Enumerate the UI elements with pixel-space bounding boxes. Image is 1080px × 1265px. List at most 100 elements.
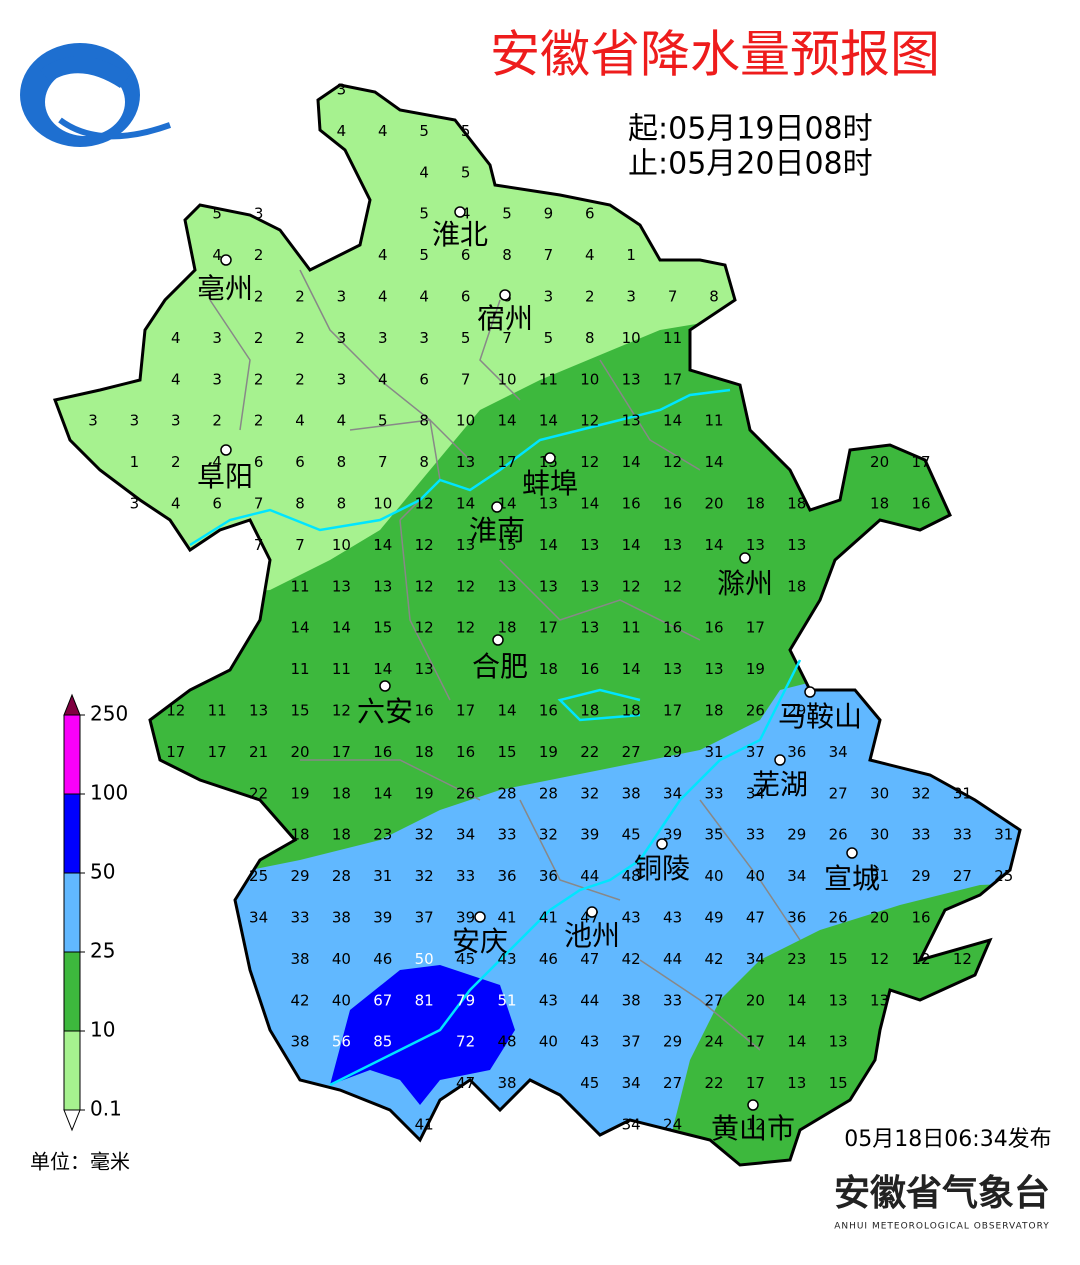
grid-value: 2: [295, 288, 305, 306]
grid-value: 34: [622, 1116, 641, 1134]
grid-value: 12: [580, 453, 599, 471]
city-name: 池州: [564, 919, 620, 952]
grid-value: 15: [497, 743, 516, 761]
grid-value: 15: [290, 702, 309, 720]
city-dot: [846, 847, 858, 859]
grid-value: 15: [829, 1074, 848, 1092]
logo: [20, 43, 172, 147]
grid-value: 10: [622, 329, 641, 347]
grid-value: 56: [332, 1033, 351, 1051]
grid-value: 44: [580, 991, 599, 1009]
grid-value: 5: [419, 122, 429, 140]
grid-value: 13: [332, 577, 351, 595]
grid-value: 43: [580, 1033, 599, 1051]
grid-value: 48: [497, 1033, 516, 1051]
grid-value: 2: [585, 288, 595, 306]
city-dot: [454, 206, 466, 218]
grid-value: 51: [497, 991, 516, 1009]
grid-value: 7: [502, 329, 512, 347]
grid-value: 33: [497, 826, 516, 844]
grid-value: 11: [663, 329, 682, 347]
grid-value: 4: [585, 246, 595, 264]
grid-value: 4: [419, 288, 429, 306]
grid-value: 36: [787, 909, 806, 927]
grid-value: 30: [870, 826, 889, 844]
grid-value: 12: [415, 619, 434, 637]
grid-value: 11: [332, 660, 351, 678]
grid-value: 13: [829, 1033, 848, 1051]
grid-value: 14: [622, 660, 641, 678]
grid-value: 46: [539, 950, 558, 968]
grid-value: 33: [746, 826, 765, 844]
grid-value: 3: [419, 329, 429, 347]
grid-value: 14: [580, 495, 599, 513]
city-name: 合肥: [472, 650, 528, 683]
grid-value: 17: [911, 453, 930, 471]
grid-value: 7: [544, 246, 554, 264]
grid-value: 17: [746, 619, 765, 637]
grid-value: 8: [419, 412, 429, 430]
grid-value: 43: [663, 909, 682, 927]
grid-value: 36: [787, 743, 806, 761]
county-line: [209, 269, 801, 1051]
grid-value: 27: [704, 991, 723, 1009]
grid-value: 5: [461, 122, 471, 140]
grid-value: 14: [290, 619, 309, 637]
grid-value: 31: [994, 826, 1013, 844]
grid-value: 14: [622, 453, 641, 471]
grid-value: 37: [746, 743, 765, 761]
grid-value: 8: [585, 329, 595, 347]
grid-value: 14: [787, 991, 806, 1009]
grid-value: 2: [254, 288, 264, 306]
grid-value: 20: [870, 909, 889, 927]
grid-value: 28: [497, 784, 516, 802]
grid-value: 16: [704, 619, 723, 637]
grid-value: 8: [502, 246, 512, 264]
grid-values: 3445545535459642456874122344683237843223…: [88, 81, 1013, 1134]
grid-value: 12: [746, 1116, 765, 1134]
grid-value: 15: [373, 619, 392, 637]
grid-value: 22: [704, 1074, 723, 1092]
grid-value: 16: [622, 495, 641, 513]
grid-value: 14: [373, 660, 392, 678]
grid-value: 11: [290, 660, 309, 678]
grid-value: 8: [337, 453, 347, 471]
grid-value: 17: [208, 743, 227, 761]
grid-value: 5: [461, 163, 471, 181]
grid-value: 22: [580, 743, 599, 761]
legend-swatch: [63, 1030, 81, 1111]
county-borders: [209, 269, 801, 1051]
grid-value: 12: [870, 950, 889, 968]
grid-value: 12: [415, 495, 434, 513]
grid-value: 12: [622, 577, 641, 595]
city-dot: [491, 501, 503, 513]
grid-value: 41: [497, 909, 516, 927]
grid-value: 12: [953, 950, 972, 968]
grid-value: 4: [212, 246, 222, 264]
grid-value: 16: [373, 743, 392, 761]
grid-value: 18: [746, 495, 765, 513]
grid-value: 43: [622, 909, 641, 927]
legend-swatch: [63, 872, 81, 953]
grid-value: 16: [911, 495, 930, 513]
grid-value: 34: [456, 826, 475, 844]
grid-value: 2: [295, 329, 305, 347]
grid-value: 16: [663, 495, 682, 513]
grid-value: 4: [212, 453, 222, 471]
grid-value: 38: [622, 991, 641, 1009]
grid-value: 35: [704, 826, 723, 844]
grid-value: 27: [953, 867, 972, 885]
grid-value: 38: [497, 1074, 516, 1092]
grid-value: 34: [622, 1074, 641, 1092]
legend-swatch: [63, 951, 81, 1032]
grid-value: 2: [254, 412, 264, 430]
grid-value: 13: [580, 536, 599, 554]
grid-value: 12: [456, 619, 475, 637]
city-name: 阜阳: [197, 460, 253, 493]
grid-value: 3: [130, 495, 140, 513]
issued-time: 05月18日06:34发布: [844, 1127, 1051, 1152]
grid-value: 3: [212, 370, 222, 388]
agency-en: ANHUI METEOROLOGICAL OBSERVATORY: [834, 1222, 1050, 1232]
grid-value: 14: [622, 536, 641, 554]
